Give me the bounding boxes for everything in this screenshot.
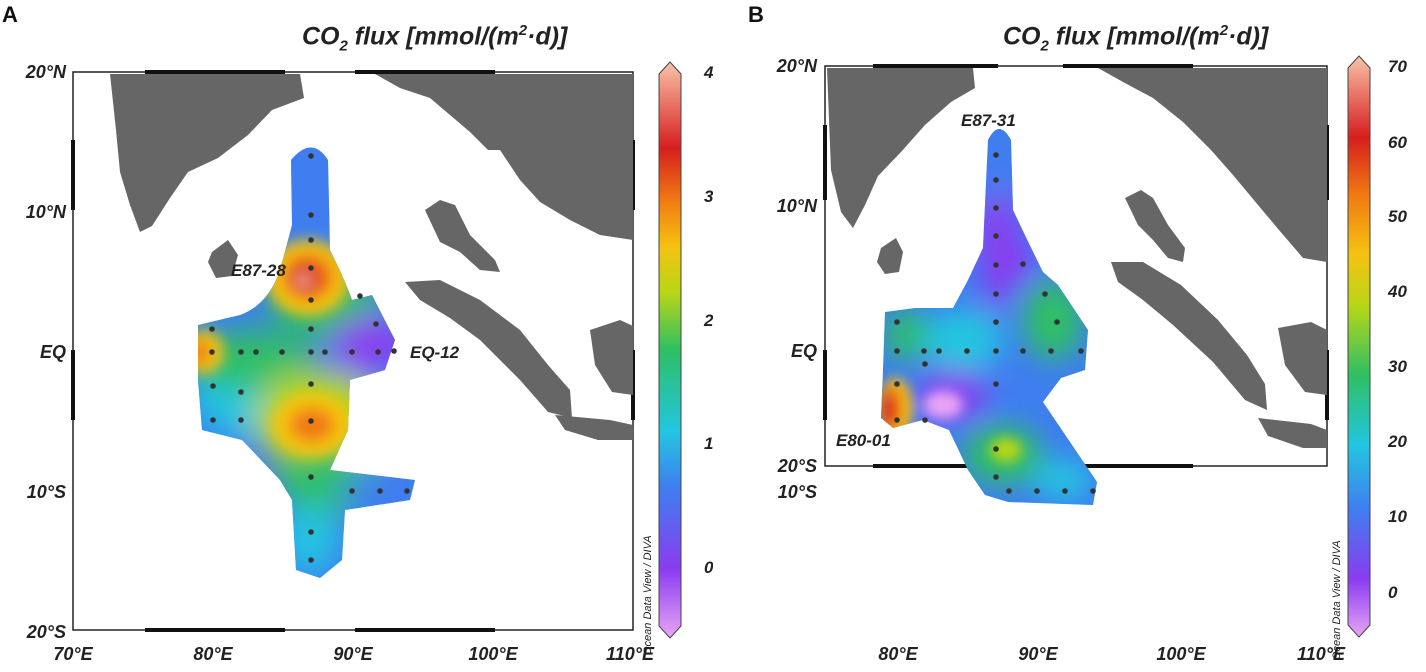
lat-label: 20°S [26,622,66,642]
colorbar-tick: 40 [703,63,713,82]
map-a: E87-28 EQ-12 20°N 10°N EQ 10°S 20°S 70°E… [25,61,713,664]
lon-label: 80°E [193,644,233,664]
colorbar-tick: 10 [704,434,713,453]
station-label: E87-31 [961,111,1016,130]
colorbar-tick: 0 [1388,583,1398,602]
lat-label: 10°N [26,202,67,222]
colorbar-tick: 70 [1388,57,1407,76]
lat-label: EQ [791,341,817,361]
colorbar-tick: 0 [704,558,713,577]
credit-text: Ocean Data View / DIVA [1331,540,1343,660]
lat-label: 10°S [778,482,817,502]
lon-label: 100°E [468,644,518,664]
colorbar-tick: 20 [703,311,713,330]
station-label: E80-01 [836,431,891,450]
panel-b: B CO2 flux [mmol/(m2·d)] [713,0,1426,672]
land-masses [110,74,633,440]
map-b: E87-31 E80-01 20°N 10°N EQ 10°S 20°S 80°… [776,55,1407,664]
station-label: E87-28 [231,261,286,280]
lon-label: 90°E [333,644,373,664]
lat-label: 10°N [777,196,818,216]
station-label: EQ-12 [410,343,460,362]
colorbar-tick: 20 [1387,432,1407,451]
colorbar-tick: 30 [1388,357,1407,376]
panel-title: CO2 flux [mmol/(m2·d)] [1003,22,1269,55]
colorbar-tick: 40 [1387,282,1407,301]
land-masses [827,68,1327,448]
colorbar-tick: 50 [1388,207,1407,226]
lat-label: 20°N [776,56,818,76]
lon-label: 110°E [1297,644,1346,664]
colorbar-tick: 60 [1388,133,1407,152]
lat-label: 10°S [27,482,66,502]
lat-label: 20°N [25,62,67,82]
panel-label: B [748,2,764,27]
lon-label: 80°E [878,644,918,664]
credit-text: Ocean Data View / DIVA [642,535,654,655]
lat-label: 20°S [777,456,817,476]
colorbar-tick: 30 [704,187,713,206]
lon-label: 100°E [1156,644,1206,664]
lon-label: 90°E [1018,644,1058,664]
panel-label: A [2,2,18,27]
lon-label: 110°E [606,644,655,664]
panel-title: CO2 flux [mmol/(m2·d)] [302,22,568,55]
colorbar: 70 60 50 40 30 20 10 0 Ocean Data View /… [1331,55,1407,660]
lat-label: EQ [40,342,66,362]
station-dots [894,152,1096,494]
panel-a: A CO2 flux [mmol/(m2·d)] [2,2,713,664]
station-dots [209,153,410,563]
colorbar-tick: 10 [1388,507,1407,526]
lon-label: 70°E [53,644,93,664]
colorbar: 40 30 20 10 0 Ocean Data View / DIVA [642,61,713,655]
